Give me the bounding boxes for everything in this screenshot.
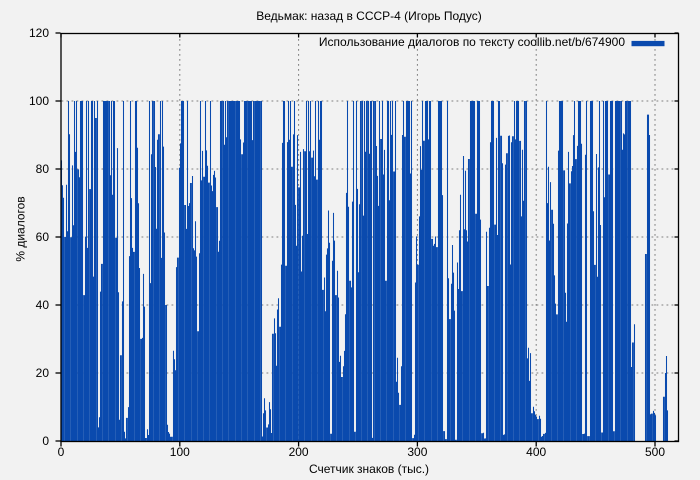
svg-text:100: 100	[170, 445, 190, 459]
svg-text:80: 80	[36, 162, 50, 176]
svg-text:40: 40	[36, 298, 50, 312]
svg-text:400: 400	[526, 445, 546, 459]
svg-text:Ведьмак: назад в СССР-4 (Игорь: Ведьмак: назад в СССР-4 (Игорь Подус)	[256, 9, 481, 23]
svg-text:% диалогов: % диалогов	[14, 196, 28, 261]
svg-text:0: 0	[42, 434, 49, 448]
svg-text:Использование диалогов по текс: Использование диалогов по тексту coollib…	[319, 35, 625, 49]
svg-text:0: 0	[58, 445, 65, 459]
svg-text:120: 120	[29, 26, 49, 40]
svg-text:200: 200	[289, 445, 309, 459]
svg-text:100: 100	[29, 94, 49, 108]
svg-text:20: 20	[36, 366, 50, 380]
svg-text:500: 500	[645, 445, 665, 459]
svg-text:60: 60	[36, 230, 50, 244]
svg-text:300: 300	[407, 445, 427, 459]
svg-text:Счетчик знаков (тыс.): Счетчик знаков (тыс.)	[309, 462, 429, 476]
